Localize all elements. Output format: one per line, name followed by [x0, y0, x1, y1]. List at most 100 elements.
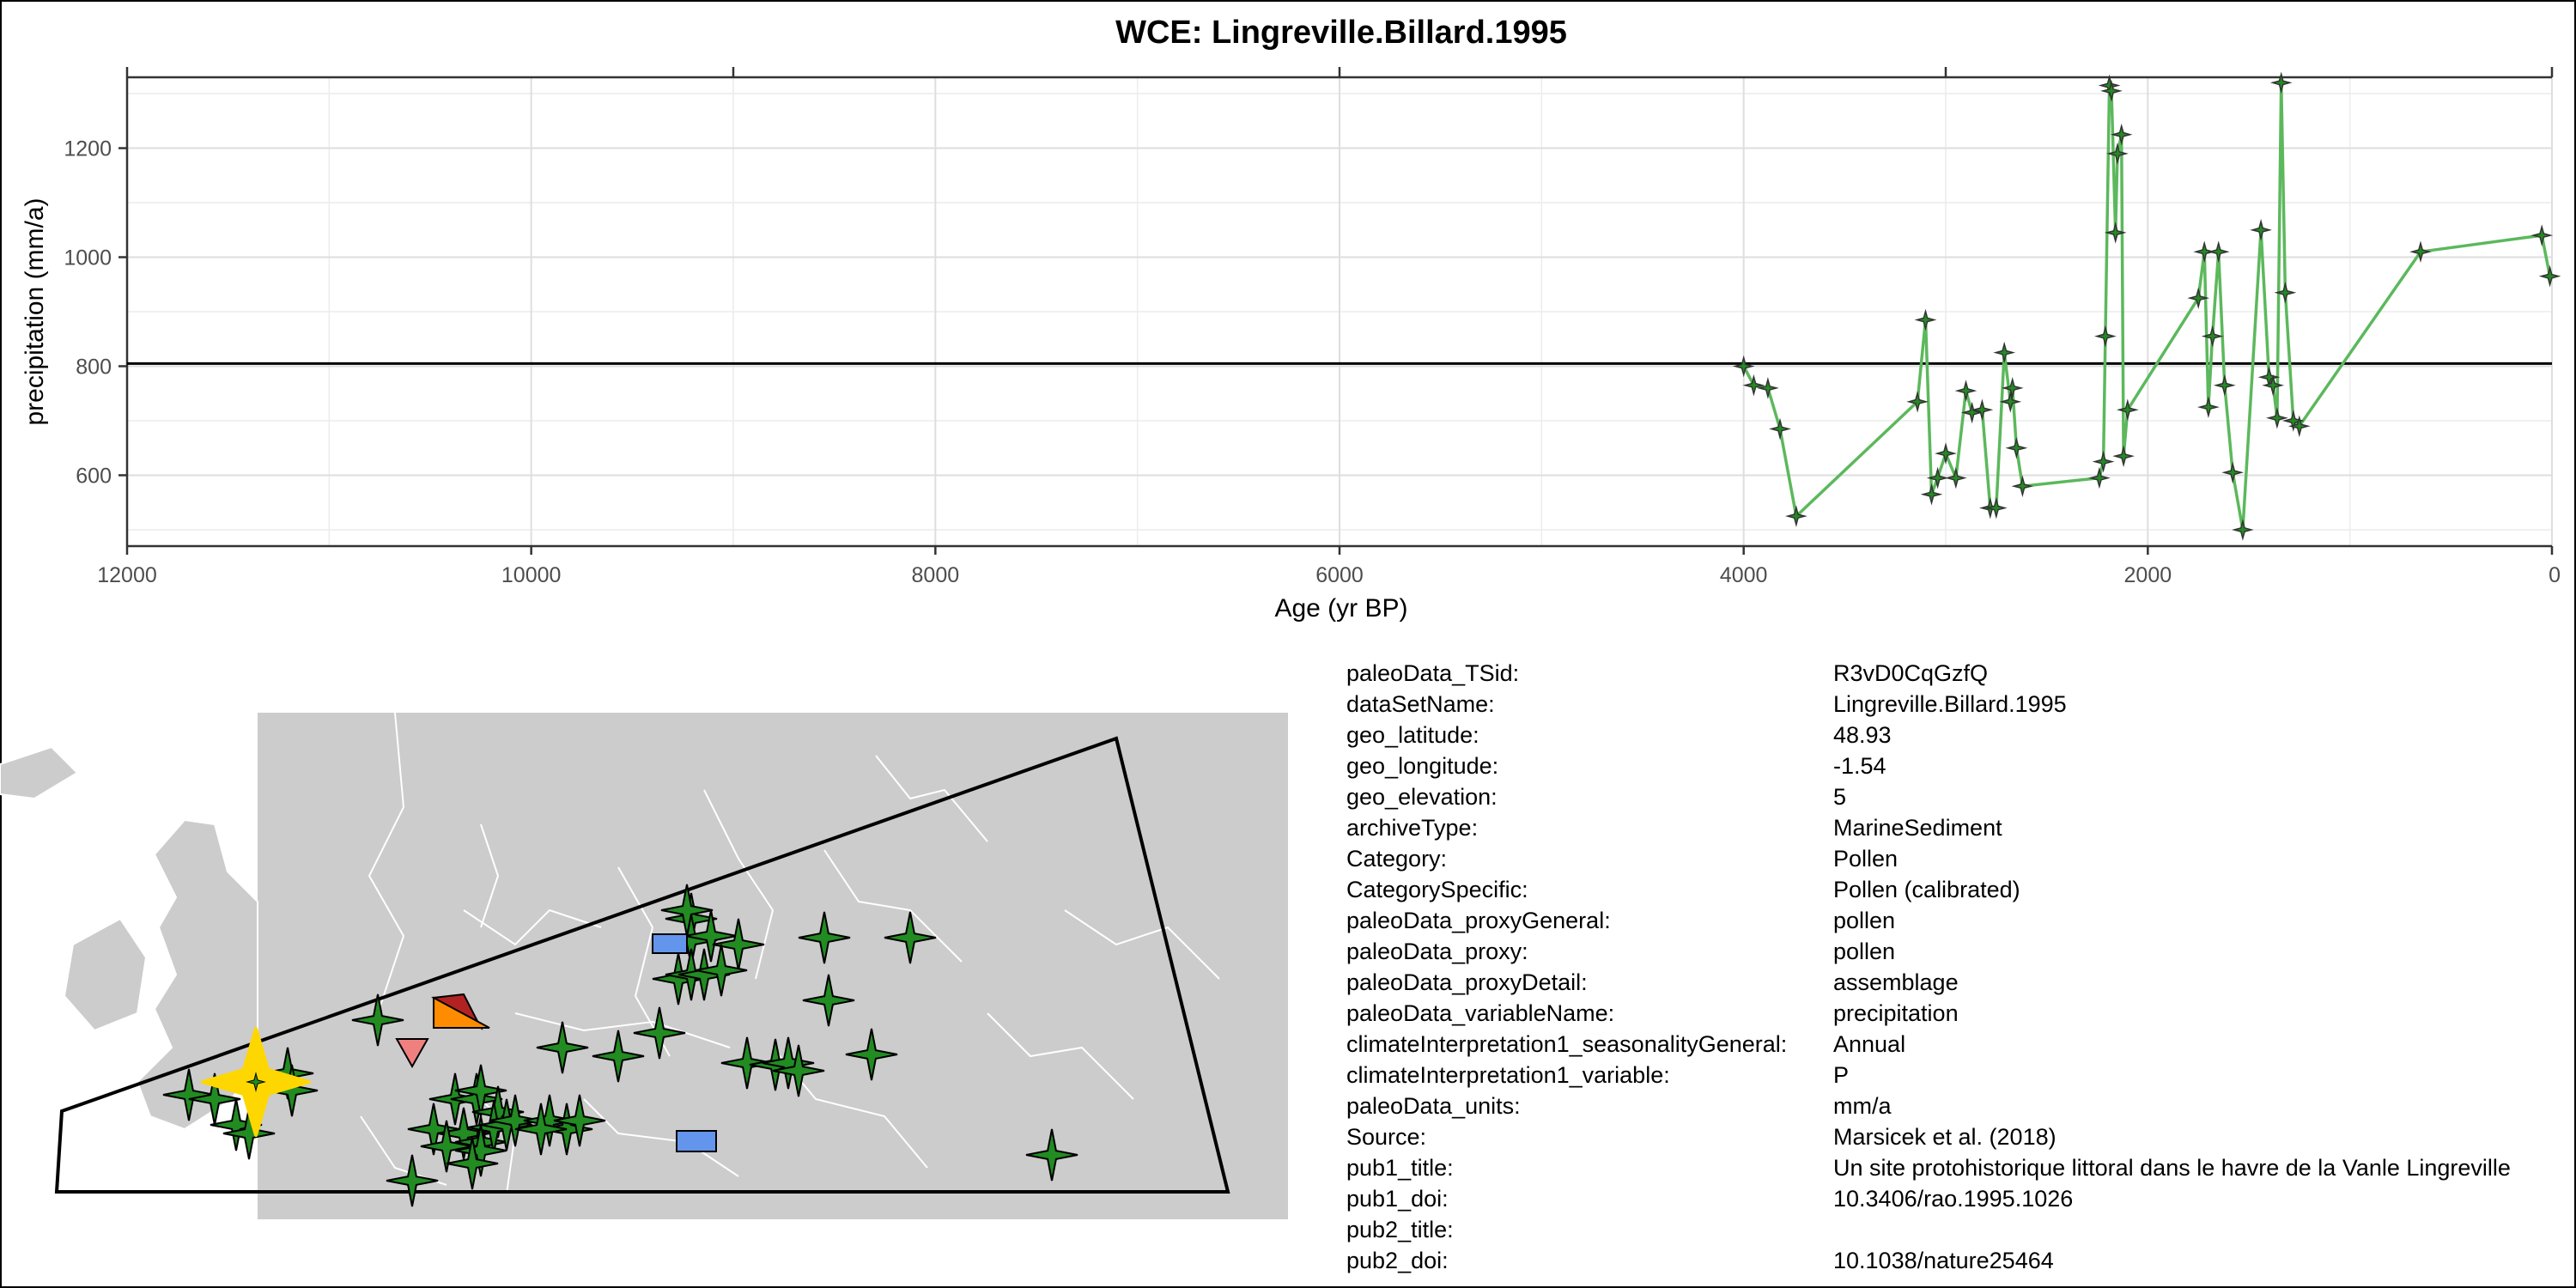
metadata-value: mm/a [1833, 1093, 1892, 1119]
blue-rect-marker [652, 933, 688, 954]
axes [118, 67, 2554, 555]
y-tick-label: 1000 [64, 246, 112, 270]
site-map [0, 712, 1288, 1219]
data-point [2269, 71, 2293, 94]
metadata-value: -1.54 [1833, 753, 1886, 779]
metadata-value: Un site protohistorique littoral dans le… [1833, 1155, 2511, 1181]
x-axis-label: Age (yr BP) [1274, 594, 1407, 623]
site-star-marker [420, 1120, 473, 1173]
site-star-marker [772, 1044, 825, 1097]
metadata-key: paleoData_variableName: [1346, 1000, 1615, 1026]
y-tick-label: 600 [76, 464, 112, 488]
metadata-value: 5 [1833, 784, 1847, 810]
site-star-marker [514, 1103, 568, 1156]
metadata-value: Pollen (calibrated) [1833, 877, 2020, 902]
metadata-key: paleoData_units: [1346, 1093, 1521, 1119]
map-landmass [0, 745, 258, 1131]
y-tick-label: 1200 [64, 137, 112, 161]
orange-triangle-marker [433, 996, 490, 1029]
site-star-marker [798, 911, 851, 964]
selected-site-center [246, 1072, 266, 1092]
data-point [2106, 143, 2129, 165]
site-star-marker [802, 974, 855, 1027]
timeseries-chart: WCE: Lingreville.Billard.1995 12000 10000… [21, 15, 2561, 623]
metadata-value: pollen [1833, 908, 1896, 933]
data-point [2207, 240, 2230, 264]
data-point [2110, 123, 2133, 146]
data-point [1906, 390, 1929, 413]
metadata-value: 10.1038/nature25464 [1833, 1248, 2054, 1273]
metadata-value: precipitation [1833, 1000, 1959, 1026]
site-star-marker [351, 993, 404, 1047]
data-point [1960, 401, 1984, 424]
metadata-key: paleoData_TSid: [1346, 660, 1520, 686]
blue-rect-marker [676, 1130, 717, 1152]
x-tick-label: 6000 [1315, 563, 1364, 587]
metadata-table: paleoData_TSid: R3vD0CqGzfQ dataSetName: Li… [1346, 658, 2576, 1288]
data-point [2193, 240, 2216, 264]
data-points [1732, 71, 2561, 541]
metadata-key: pub2_title: [1346, 1217, 1454, 1242]
site-star-marker [386, 1154, 439, 1207]
site-star-marker [684, 909, 738, 963]
data-point [1914, 308, 1937, 331]
data-point [2409, 240, 2432, 264]
y-tick-label: 800 [76, 355, 112, 379]
data-point [1926, 466, 1949, 489]
data-point [2116, 398, 2139, 422]
site-star-marker [489, 1094, 542, 1147]
data-point [2201, 325, 2224, 348]
site-star-marker [720, 1036, 774, 1090]
data-point [2232, 519, 2254, 541]
data-point [2187, 287, 2210, 309]
metadata-value: pollen [1833, 939, 1896, 964]
map-background [258, 713, 1288, 1219]
metadata-key: pub1_doi: [1346, 1186, 1449, 1212]
site-star-marker [1025, 1128, 1078, 1182]
region-outline [54, 736, 1230, 1194]
map-borders [360, 712, 1220, 1194]
data-point [2112, 445, 2135, 468]
metadata-value: Marsicek et al. (2018) [1833, 1124, 2057, 1150]
data-point [1935, 442, 1957, 465]
site-star-marker [162, 1068, 216, 1121]
site-star-marker [553, 1094, 606, 1147]
metadata-key: CategorySpecific: [1346, 877, 1528, 902]
iceland-landmass [0, 745, 79, 800]
metadata-value: R3vD0CqGzfQ [1833, 660, 1989, 686]
y-axis-label: precipitation (mm/a) [21, 197, 49, 425]
x-tick-label: 4000 [1720, 563, 1768, 587]
metadata-key: paleoData_proxyDetail: [1346, 969, 1588, 995]
data-point [1756, 376, 1779, 399]
data-point [2274, 281, 2297, 304]
data-point [2530, 224, 2554, 246]
data-point [1954, 380, 1978, 402]
data-point [2221, 461, 2245, 484]
data-point [1971, 398, 1994, 422]
metadata-key: dataSetName: [1346, 691, 1495, 717]
data-point [2092, 450, 2115, 473]
site-star-marker [845, 1028, 898, 1081]
x-tick-label: 2000 [2124, 563, 2172, 587]
metadata-key: climateInterpretation1_variable: [1346, 1062, 1670, 1088]
data-point [1999, 390, 2022, 413]
x-tick-label: 0 [2549, 563, 2561, 587]
data-point [1984, 496, 2008, 519]
metadata-value: Annual [1833, 1031, 1906, 1057]
data-point [1993, 341, 2016, 364]
data-point [2005, 436, 2028, 459]
pink-triangle-marker [395, 1038, 429, 1069]
metadata-key: climateInterpretation1_seasonalityGenera… [1346, 1031, 1788, 1057]
site-star-marker [450, 1072, 503, 1126]
data-point [2281, 410, 2305, 432]
site-star-marker [446, 1137, 499, 1190]
metadata-key: archiveType: [1346, 815, 1479, 841]
data-point [2011, 475, 2034, 498]
metadata-value: P [1833, 1062, 1850, 1088]
data-point [1920, 483, 1943, 506]
site-star-marker [437, 1107, 490, 1160]
data-point [2104, 221, 2127, 244]
site-star-marker [222, 1107, 276, 1160]
metadata-key: Source: [1346, 1124, 1427, 1150]
